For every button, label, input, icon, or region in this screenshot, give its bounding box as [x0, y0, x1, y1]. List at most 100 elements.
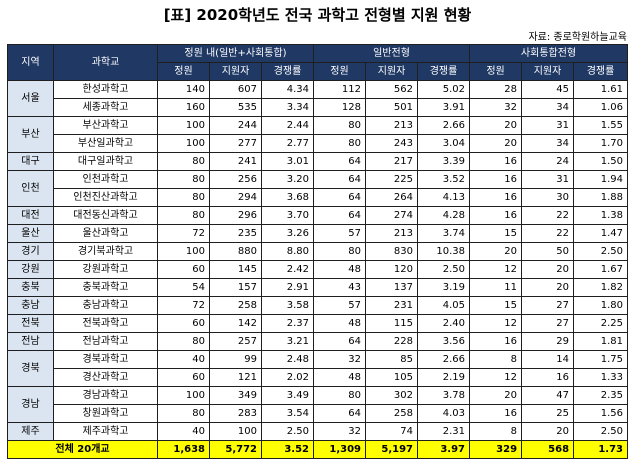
value-cell: 105 — [365, 368, 418, 387]
value-cell: 501 — [365, 98, 418, 117]
value-cell: 48 — [313, 368, 366, 387]
value-cell: 294 — [209, 188, 262, 207]
value-cell: 28 — [469, 80, 523, 99]
value-cell: 8 — [469, 350, 523, 369]
value-cell: 16 — [469, 332, 523, 351]
value-cell: 880 — [209, 242, 262, 261]
value-cell: 3.26 — [261, 224, 314, 243]
value-cell: 100 — [157, 386, 210, 405]
value-cell: 213 — [365, 116, 418, 135]
value-cell: 32 — [313, 350, 366, 369]
value-cell: 60 — [157, 260, 210, 279]
school-cell: 부산일과학고 — [53, 134, 158, 153]
value-cell: 80 — [157, 152, 210, 171]
value-cell: 4.05 — [416, 296, 471, 315]
value-cell: 20 — [469, 116, 523, 135]
value-cell: 4.03 — [416, 404, 471, 423]
value-cell: 1.70 — [573, 134, 629, 153]
value-cell: 4.13 — [416, 188, 471, 207]
value-cell: 24 — [521, 152, 575, 171]
value-cell: 1.75 — [573, 350, 629, 369]
value-cell: 27 — [521, 314, 575, 333]
school-cell: 인천과학고 — [53, 170, 158, 189]
value-cell: 1.56 — [573, 404, 629, 423]
value-cell: 2.66 — [416, 116, 471, 135]
table-row: 제주 제주과학고 40 100 2.50 32 74 2.31 8 20 2.50 — [7, 422, 629, 441]
value-cell: 72 — [157, 296, 210, 315]
school-cell: 전남과학고 — [53, 332, 158, 351]
value-cell: 3.04 — [416, 134, 471, 153]
value-cell: 48 — [313, 314, 366, 333]
value-cell: 20 — [521, 278, 575, 297]
value-cell: 1.88 — [573, 188, 629, 207]
value-cell: 142 — [209, 314, 262, 333]
value-cell: 20 — [469, 386, 523, 405]
value-cell: 54 — [157, 278, 210, 297]
value-cell: 50 — [521, 242, 575, 261]
value-cell: 1.67 — [573, 260, 629, 279]
header-ratio: 경쟁률 — [573, 62, 629, 81]
value-cell: 2.50 — [573, 242, 629, 261]
header-group-social: 사회통합전형 — [469, 44, 629, 63]
school-cell: 제주과학고 — [53, 422, 158, 441]
region-cell: 부산 — [7, 116, 54, 153]
school-cell: 강원과학고 — [53, 260, 158, 279]
value-cell: 145 — [209, 260, 262, 279]
value-cell: 4.28 — [416, 206, 471, 225]
value-cell: 121 — [209, 368, 262, 387]
value-cell: 12 — [469, 260, 523, 279]
value-cell: 16 — [469, 206, 523, 225]
value-cell: 100 — [157, 134, 210, 153]
value-cell: 32 — [469, 98, 523, 117]
value-cell: 64 — [313, 188, 366, 207]
value-cell: 45 — [521, 80, 575, 99]
value-cell: 2.19 — [416, 368, 471, 387]
value-cell: 258 — [209, 296, 262, 315]
value-cell: 1.61 — [573, 80, 629, 99]
total-label: 전체 20개교 — [7, 440, 158, 459]
value-cell: 47 — [521, 386, 575, 405]
header-applicants: 지원자 — [521, 62, 575, 81]
table-row: 전남 전남과학고 80 257 3.21 64 228 3.56 16 29 1.81 — [7, 332, 629, 351]
school-cell: 한성과학고 — [53, 80, 158, 99]
table-row: 충남 충남과학고 72 258 3.58 57 231 4.05 15 27 1.80 — [7, 296, 629, 315]
value-cell: 3.20 — [261, 170, 314, 189]
header-group-total: 정원 내(일반+사회통합) — [157, 44, 314, 63]
value-cell: 20 — [521, 260, 575, 279]
region-cell: 전북 — [7, 314, 54, 333]
header-group-general: 일반전형 — [312, 44, 471, 63]
total-row: 전체 20개교 1,638 5,772 3.52 1,309 5,197 3.97 329 56… — [7, 440, 629, 459]
value-cell: 3.54 — [261, 404, 314, 423]
value-cell: 5.02 — [416, 80, 471, 99]
value-cell: 80 — [157, 404, 210, 423]
value-cell: 14 — [521, 350, 575, 369]
value-cell: 3.01 — [261, 152, 314, 171]
value-cell: 8.80 — [261, 242, 314, 261]
value-cell: 535 — [209, 98, 262, 117]
value-cell: 64 — [313, 170, 366, 189]
region-cell: 경기 — [7, 242, 54, 261]
value-cell: 10.38 — [416, 242, 471, 261]
value-cell: 2.31 — [416, 422, 471, 441]
region-cell: 충남 — [7, 296, 54, 315]
value-cell: 3.78 — [416, 386, 471, 405]
table-row: 경기 경기북과학고 100 880 8.80 80 830 10.38 20 50 2.50 — [7, 242, 629, 261]
value-cell: 1.82 — [573, 278, 629, 297]
value-cell: 225 — [365, 170, 418, 189]
school-cell: 충남과학고 — [53, 296, 158, 315]
value-cell: 80 — [157, 188, 210, 207]
value-cell: 43 — [313, 278, 366, 297]
table-body: 서울 한성과학고 140 607 4.34 112 562 5.02 28 45 1.61 세종과학고… — [7, 80, 629, 459]
value-cell: 20 — [521, 422, 575, 441]
header-ratio: 경쟁률 — [416, 62, 471, 81]
school-cell: 세종과학고 — [53, 98, 158, 117]
source-note: 자료: 종로학원하늘교육 — [528, 32, 627, 43]
region-cell: 인천 — [7, 170, 54, 207]
header-region: 지역 — [7, 44, 54, 81]
total-value-cell: 1,638 — [157, 440, 210, 459]
table-row: 부산 부산과학고 100 244 2.44 80 213 2.66 20 31 1.55 — [7, 116, 629, 153]
table-row: 경북 경북과학고 40 99 2.48 32 85 2.66 8 14 1.75 — [7, 350, 629, 387]
value-cell: 12 — [469, 314, 523, 333]
value-cell: 99 — [209, 350, 262, 369]
school-cell: 경산과학고 — [53, 368, 158, 387]
